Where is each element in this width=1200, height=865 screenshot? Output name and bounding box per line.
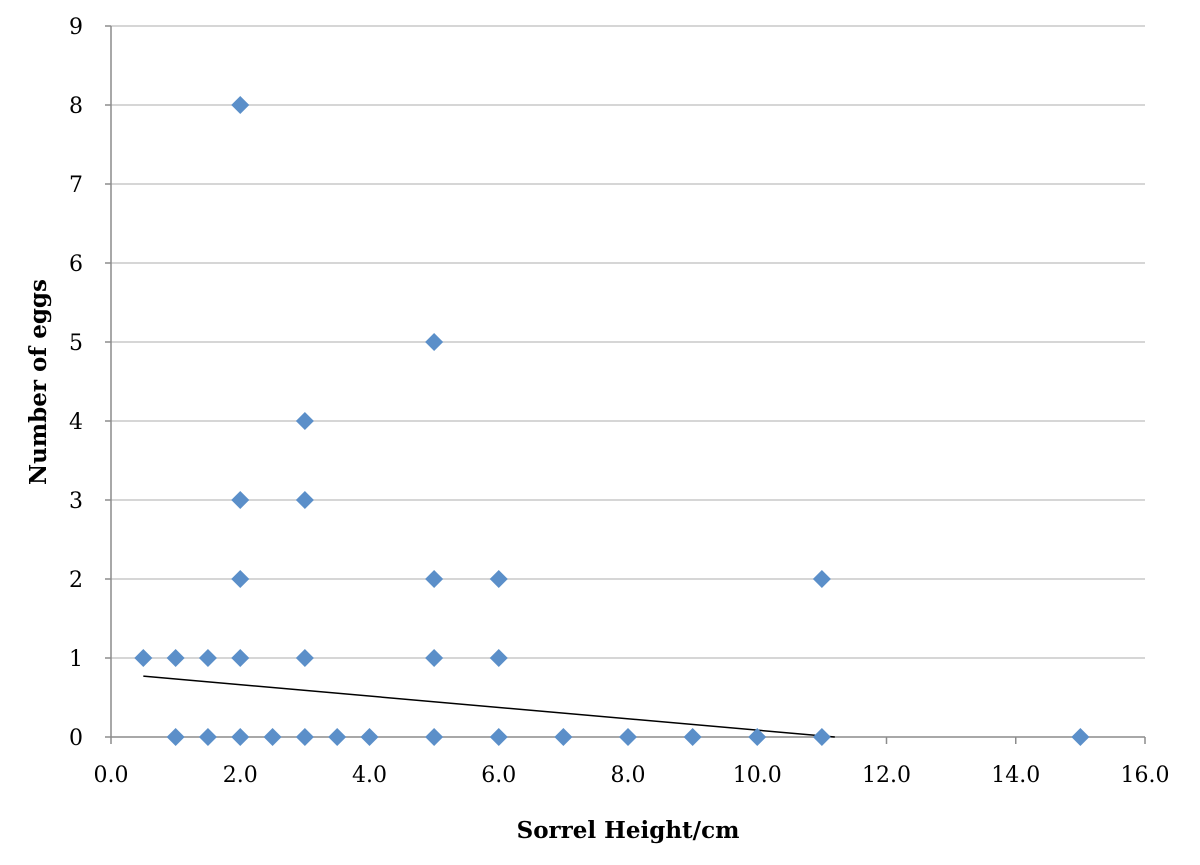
y-tick-label: 6 [69, 252, 83, 277]
data-point [489, 649, 508, 667]
x-axis-title: Sorrel Height/cm [517, 817, 740, 844]
y-tick-label: 4 [69, 410, 83, 435]
trendline [143, 675, 835, 738]
data-point [231, 649, 250, 667]
axes [105, 25, 1146, 744]
x-tick-label: 16.0 [1121, 763, 1170, 788]
data-point [263, 728, 282, 746]
data-point [134, 649, 153, 667]
y-tick-label: 8 [69, 94, 83, 119]
data-point [231, 491, 250, 509]
x-tick-label: 4.0 [352, 763, 387, 788]
data-point [812, 728, 831, 746]
data-point [231, 96, 250, 114]
data-point [489, 728, 508, 746]
y-tick-label: 3 [69, 489, 83, 514]
tick-labels: 0 1 2 3 4 5 6 7 8 9 0.0 2.0 4.0 6.0 8.0 10.0 12.0 14.0 16.… [69, 15, 1169, 788]
data-point [198, 728, 217, 746]
data-point [812, 570, 831, 588]
x-tick-label: 14.0 [991, 763, 1040, 788]
data-point [489, 570, 508, 588]
data-point [619, 728, 637, 746]
data-point [425, 728, 444, 746]
data-point [425, 570, 444, 588]
data-point [360, 728, 379, 746]
y-tick-label: 0 [69, 726, 83, 751]
x-tick-label: 8.0 [611, 763, 646, 788]
data-point [166, 728, 185, 746]
x-tick-label: 2.0 [223, 763, 258, 788]
data-point [554, 728, 573, 746]
x-tick-label: 12.0 [862, 763, 911, 788]
data-point [231, 728, 250, 746]
data-point [295, 412, 314, 430]
data-point [748, 728, 767, 746]
x-tick-label: 0.0 [94, 763, 129, 788]
y-axis-title: Number of eggs [25, 279, 52, 485]
trendline-layer [143, 675, 835, 738]
y-tick-label: 9 [69, 15, 83, 40]
gridlines [111, 25, 1145, 659]
data-point [1071, 728, 1090, 746]
data-points [134, 96, 1090, 746]
data-point [231, 570, 250, 588]
y-tick-label: 1 [69, 647, 83, 672]
data-point [198, 649, 217, 667]
data-point [425, 333, 444, 351]
y-tick-label: 7 [69, 173, 83, 198]
data-point [166, 649, 185, 667]
data-point [683, 728, 702, 746]
x-tick-label: 6.0 [481, 763, 516, 788]
data-point [295, 649, 314, 667]
y-tick-label: 5 [69, 331, 83, 356]
data-point [425, 649, 444, 667]
data-point [295, 728, 314, 746]
x-tick-label: 10.0 [733, 763, 782, 788]
data-point [328, 728, 347, 746]
data-point [295, 491, 314, 509]
y-tick-label: 2 [69, 568, 83, 593]
